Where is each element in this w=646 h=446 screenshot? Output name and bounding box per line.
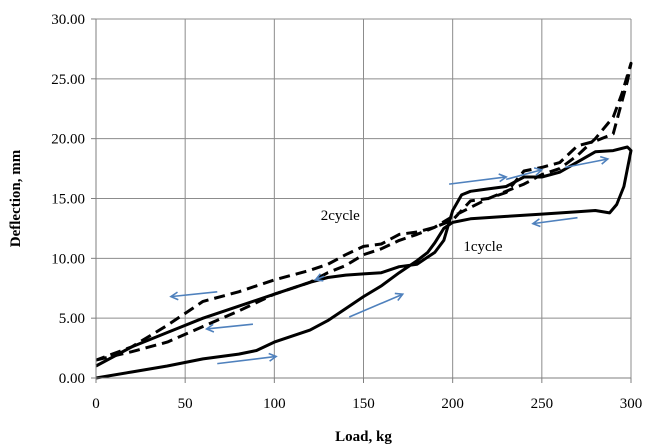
- y-tick-label: 30.00: [51, 12, 85, 28]
- direction-arrow: [204, 323, 254, 333]
- x-axis-title: Load, kg: [335, 429, 392, 445]
- x-tick-label: 300: [620, 396, 643, 412]
- cycle-annotation: 2cycle: [321, 208, 360, 224]
- x-tick-label: 50: [178, 396, 193, 412]
- direction-arrow: [313, 273, 325, 282]
- y-tick-label: 25.00: [51, 72, 85, 88]
- y-tick-label: 20.00: [51, 132, 85, 148]
- y-tick-label: 10.00: [51, 251, 85, 267]
- x-tick-label: 250: [531, 396, 554, 412]
- cycle-annotation: 1cycle: [463, 239, 502, 255]
- x-tick-label: 200: [441, 396, 464, 412]
- x-tick-label: 0: [92, 396, 100, 412]
- axes: [91, 18, 632, 383]
- series-layer: [95, 61, 633, 380]
- y-tick-label: 0.00: [59, 371, 85, 387]
- y-tick-label: 15.00: [51, 192, 85, 208]
- direction-arrow: [531, 216, 578, 228]
- direction-arrow: [505, 167, 544, 181]
- direction-arrow: [348, 292, 405, 318]
- solid-series-line: [95, 145, 633, 380]
- direction-arrows: [169, 155, 610, 365]
- grid-lines: [96, 18, 632, 378]
- tick-labels: 0.00 5.00 10.00 15.00 20.00 25.00 30.00 0 50 100 1…: [51, 12, 642, 412]
- annotations: 2cycle 1cycle: [321, 208, 503, 255]
- direction-arrow: [564, 155, 610, 169]
- x-tick-label: 150: [352, 396, 375, 412]
- y-axis-title: Deflection, mm: [8, 149, 24, 247]
- x-tick-label: 100: [263, 396, 286, 412]
- dashed-series-line: [95, 61, 633, 362]
- y-tick-label: 5.00: [59, 311, 85, 327]
- direction-arrow: [169, 291, 218, 301]
- direction-arrow: [449, 173, 508, 185]
- direction-arrow: [217, 352, 278, 365]
